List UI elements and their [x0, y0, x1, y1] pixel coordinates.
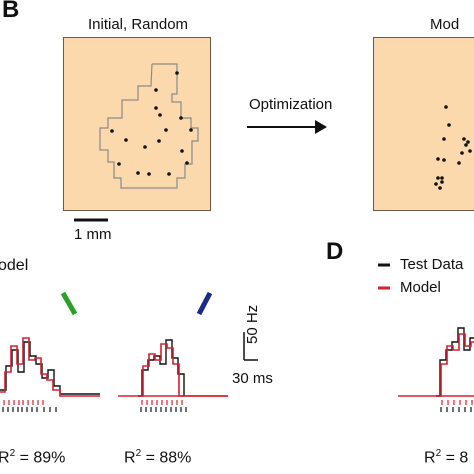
r2-d-exp: 2 — [435, 448, 442, 459]
legend-test-data-label: Test Data — [400, 256, 464, 273]
scale-bar — [74, 218, 108, 222]
panel-letter-d: D — [326, 238, 344, 265]
scale-bar-label: 1 mm — [74, 226, 112, 243]
panel-c-legend-partial: odel — [0, 257, 29, 274]
psth-right-raster-red — [141, 400, 183, 405]
r2-left-symbol: R — [0, 449, 10, 467]
psth-d — [398, 327, 474, 412]
model-arena-plot — [434, 105, 472, 190]
blue-orientation-bar — [196, 291, 213, 316]
psth-left-model — [0, 337, 100, 397]
r2-right: R2 = 88% — [124, 448, 191, 467]
psth-scale-x-label: 30 ms — [232, 370, 273, 387]
psth-left — [0, 337, 100, 412]
initial-arena-plot — [99, 63, 199, 189]
optimization-arrow — [247, 120, 327, 134]
model-title-partial: Mod — [430, 16, 460, 33]
legend-test-data-swatch — [378, 263, 390, 267]
initial-cells — [110, 71, 193, 176]
psth-left-raster-black — [2, 407, 57, 412]
legend-model-swatch — [378, 286, 390, 290]
panel-letter-b: B — [2, 0, 20, 23]
psth-scale-bars — [243, 332, 258, 361]
initial-random-title: Initial, Random — [88, 16, 189, 33]
model-cells — [434, 105, 472, 190]
psth-right-raster-black — [140, 407, 187, 412]
psth-right — [118, 339, 228, 412]
psth-left-data — [0, 341, 100, 395]
green-orientation-bar — [60, 291, 78, 316]
optimization-label: Optimization — [249, 96, 333, 113]
r2-right-value: = 88% — [145, 449, 192, 467]
r2-left-exp: 2 — [9, 448, 16, 459]
initial-arena — [63, 37, 211, 211]
psth-d-model — [436, 333, 474, 397]
r2-left-value: = 89% — [19, 449, 66, 467]
psth-scale-y-label: 50 Hz — [244, 304, 261, 344]
model-arena — [373, 37, 474, 211]
r2-right-exp: 2 — [135, 448, 142, 459]
legend-model-label: Model — [400, 279, 441, 296]
r2-d-symbol: R — [424, 449, 436, 467]
r2-d: R2 = 8 — [424, 448, 468, 467]
psth-right-model — [138, 343, 228, 397]
r2-left: R2 = 89% — [0, 448, 65, 467]
initial-boundary — [99, 63, 199, 189]
psth-d-raster-red — [441, 400, 473, 405]
r2-d-value: = 8 — [445, 449, 469, 467]
r2-right-symbol: R — [124, 449, 136, 467]
psth-d-data — [436, 327, 474, 397]
psth-d-raster-black — [440, 407, 472, 412]
psth-left-raster-red — [3, 400, 44, 405]
